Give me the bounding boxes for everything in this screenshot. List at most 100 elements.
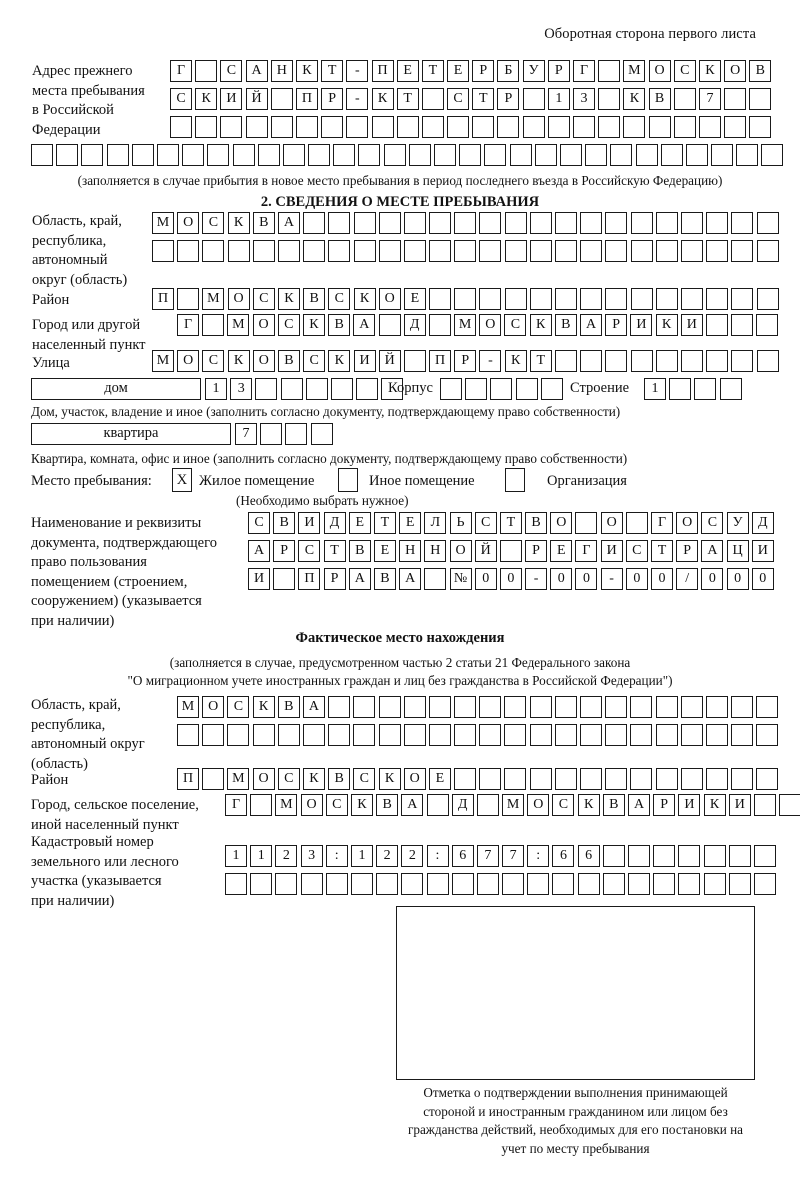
section2-region-r2-cell-11[interactable] <box>403 240 426 262</box>
document-r3-cell-16[interactable]: 0 <box>625 568 648 590</box>
previous-address-r1-cell-3[interactable]: С <box>220 60 243 82</box>
previous-address-r3-cell-23[interactable] <box>724 116 747 138</box>
previous-address-r4-cell-1[interactable] <box>31 144 53 166</box>
cadastral-r1-cell-15[interactable]: 6 <box>577 845 600 867</box>
flat-cell-2[interactable] <box>260 423 283 445</box>
document-r2-cell-17[interactable]: Т <box>651 540 673 562</box>
section2-region-r2-cell-23[interactable] <box>706 240 729 262</box>
previous-address-r1-cell-18[interactable] <box>598 60 621 82</box>
actual-city-cell-20[interactable]: К <box>703 794 726 816</box>
previous-address-r1-cell-15[interactable]: У <box>522 60 545 82</box>
document-r3-cell-15[interactable]: - <box>600 568 623 590</box>
cadastral-r2-cell-4[interactable] <box>300 873 323 895</box>
previous-address-r4-cell-23[interactable] <box>585 144 608 166</box>
section2-district-cell-24[interactable] <box>731 288 754 310</box>
actual-city-cell-15[interactable]: К <box>577 794 600 816</box>
document-r1-cell-12[interactable]: В <box>525 512 548 534</box>
cadastral-r1-cell-7[interactable]: 2 <box>376 845 399 867</box>
actual-district-cell-20[interactable] <box>655 768 678 790</box>
previous-address-r2-cell-2[interactable]: К <box>195 88 218 110</box>
section2-street-cell-6[interactable]: В <box>277 350 300 372</box>
section2-region-r1-cell-24[interactable] <box>731 212 754 234</box>
cadastral-r2-cell-14[interactable] <box>552 873 575 895</box>
section2-region-r2-cell-9[interactable] <box>353 240 376 262</box>
house-cell-5[interactable] <box>305 378 328 400</box>
cadastral-r1-cell-18[interactable] <box>653 845 676 867</box>
document-r2-cell-8[interactable]: Н <box>424 540 447 562</box>
actual-region-r1-cell-17[interactable] <box>580 696 602 718</box>
section2-region-r2-cell-6[interactable] <box>277 240 300 262</box>
previous-address-r2-cell-5[interactable] <box>270 88 293 110</box>
section2-street-cell-13[interactable]: Р <box>454 350 477 372</box>
actual-region-r1-cell-4[interactable]: К <box>252 696 275 718</box>
section2-region-r1-cell-13[interactable] <box>454 212 477 234</box>
previous-address-r1-cell-7[interactable]: Т <box>321 60 344 82</box>
actual-district-cell-15[interactable] <box>529 768 552 790</box>
document-r1-cell-9[interactable]: Ь <box>449 512 472 534</box>
cadastral-r1-cell-22[interactable] <box>753 845 776 867</box>
previous-address-r4-cell-26[interactable] <box>660 144 683 166</box>
document-r3-cell-2[interactable] <box>273 568 296 590</box>
document-r1-cell-4[interactable]: Д <box>323 512 346 534</box>
previous-address-r2-cell-17[interactable]: 3 <box>573 88 595 110</box>
previous-address-r2-cell-1[interactable]: С <box>170 88 192 110</box>
section2-street-cell-17[interactable] <box>555 350 577 372</box>
previous-address-r4-cell-24[interactable] <box>610 144 633 166</box>
actual-city-cell-16[interactable]: В <box>602 794 625 816</box>
previous-address-r1-cell-6[interactable]: К <box>295 60 318 82</box>
actual-region-r2-cell-16[interactable] <box>554 724 577 746</box>
actual-city-cell-3[interactable]: М <box>275 794 298 816</box>
previous-address-r2-cell-13[interactable]: Т <box>472 88 495 110</box>
section2-region-r2-cell-15[interactable] <box>504 240 527 262</box>
checkbox-organization[interactable] <box>505 468 525 492</box>
section2-street-cell-7[interactable]: С <box>303 350 326 372</box>
document-r3-cell-3[interactable]: П <box>298 568 321 590</box>
actual-region-r2-cell-23[interactable] <box>731 724 754 746</box>
cadastral-r1-cell-6[interactable]: 1 <box>350 845 373 867</box>
section2-city-cell-16[interactable]: В <box>554 314 577 336</box>
house-cell-6[interactable] <box>330 378 353 400</box>
document-r2-cell-2[interactable]: Р <box>273 540 296 562</box>
actual-region-r1-cell-12[interactable] <box>454 696 477 718</box>
actual-district-cell-14[interactable] <box>504 768 527 790</box>
checkbox-residential[interactable]: X <box>172 468 192 492</box>
previous-address-r4-cell-25[interactable] <box>635 144 658 166</box>
actual-city-cell-4[interactable]: О <box>300 794 323 816</box>
section2-street-cell-1[interactable]: М <box>152 350 174 372</box>
section2-region-r2-cell-4[interactable] <box>227 240 250 262</box>
section2-region-r1-cell-3[interactable]: С <box>202 212 225 234</box>
document-r3-cell-5[interactable]: А <box>348 568 371 590</box>
actual-region-r2-cell-21[interactable] <box>680 724 703 746</box>
actual-district-cell-18[interactable] <box>605 768 628 790</box>
section2-city-cell-8[interactable]: А <box>353 314 376 336</box>
section2-district-cell-6[interactable]: К <box>277 288 300 310</box>
cadastral-r2-cell-7[interactable] <box>376 873 399 895</box>
previous-address-r1-cell-19[interactable]: М <box>623 60 646 82</box>
actual-region-r2-cell-10[interactable] <box>403 724 426 746</box>
section2-district-cell-19[interactable] <box>605 288 628 310</box>
flat-cell-1[interactable]: 7 <box>235 423 257 445</box>
previous-address-r3-cell-15[interactable] <box>522 116 545 138</box>
document-r1-cell-16[interactable] <box>625 512 648 534</box>
previous-address-r3-cell-4[interactable] <box>245 116 268 138</box>
document-r3-cell-7[interactable]: А <box>399 568 422 590</box>
actual-region-r1-cell-21[interactable] <box>680 696 703 718</box>
cadastral-r1-cell-14[interactable]: 6 <box>552 845 575 867</box>
document-row-3[interactable]: И П Р А В А № 0 0-0 0-0 0/0 0 0 <box>248 568 777 590</box>
section2-district-cell-23[interactable] <box>706 288 729 310</box>
actual-district-cell-4[interactable]: О <box>252 768 275 790</box>
cadastral-r2-cell-18[interactable] <box>653 873 676 895</box>
document-r1-cell-13[interactable]: О <box>550 512 573 534</box>
cadastral-r1-cell-19[interactable] <box>678 845 701 867</box>
actual-district-cell-24[interactable] <box>756 768 779 790</box>
actual-city-cell-17[interactable]: А <box>628 794 650 816</box>
previous-address-r1-cell-21[interactable]: С <box>673 60 696 82</box>
actual-city-cell-18[interactable]: Р <box>653 794 676 816</box>
house-cell-3[interactable] <box>255 378 278 400</box>
